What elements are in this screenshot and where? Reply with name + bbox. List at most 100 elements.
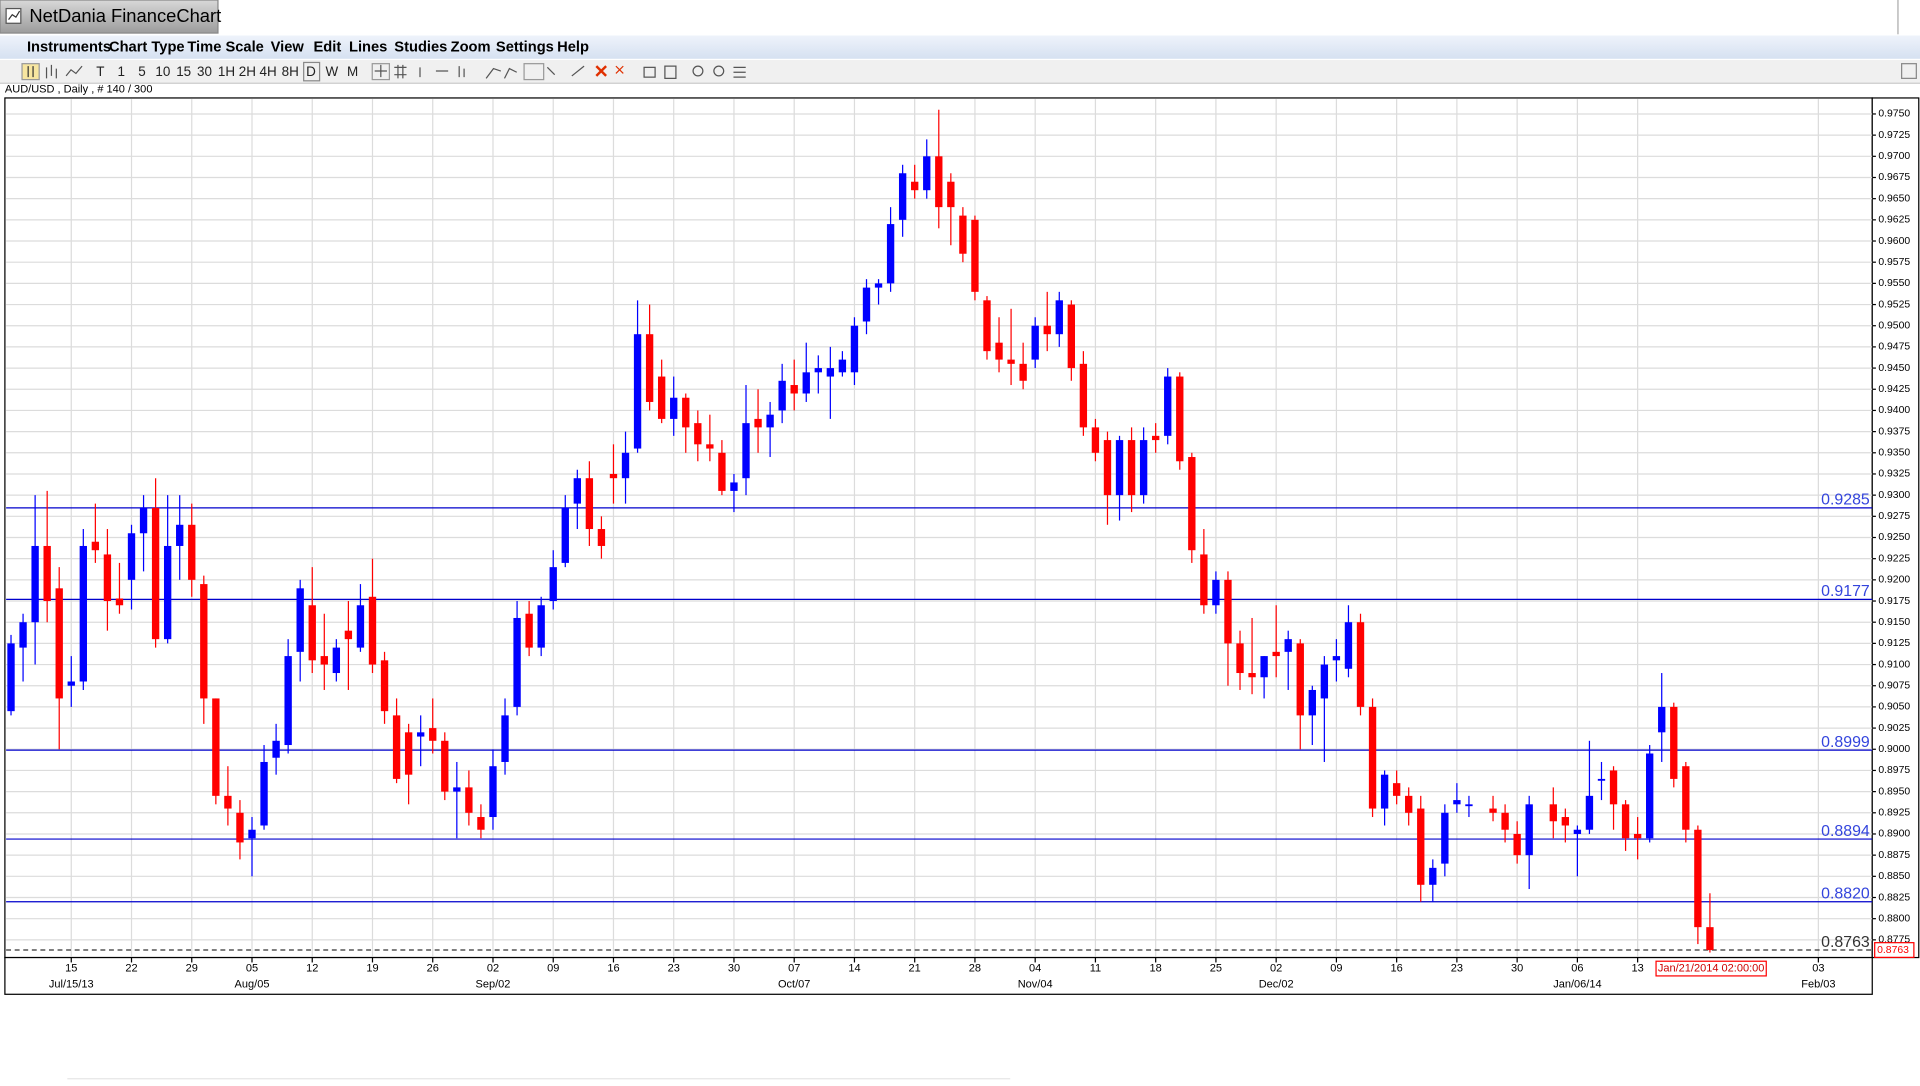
period-button[interactable]: T [96, 64, 104, 79]
candle-body [1272, 651, 1280, 657]
menu-item[interactable]: Edit [313, 40, 341, 56]
candle-body [1585, 795, 1594, 830]
tool-zoom-out[interactable] [713, 65, 725, 77]
support-label: 0.8763 [1821, 934, 1870, 951]
tool-fib[interactable] [523, 63, 545, 81]
candle-body [1248, 673, 1256, 678]
candle-body [1212, 579, 1220, 606]
tool-fit[interactable] [733, 66, 746, 78]
period-button[interactable]: 30 [197, 64, 212, 79]
x-tick-label: 30 [728, 962, 740, 974]
candle-body [645, 334, 654, 402]
candle-body [1224, 579, 1232, 644]
candle-body [163, 545, 172, 640]
candle-body [1429, 867, 1437, 885]
candle-body [971, 219, 979, 292]
menu-item[interactable]: Lines [349, 40, 387, 56]
tool-line[interactable] [65, 65, 83, 77]
period-button[interactable]: D [306, 64, 316, 79]
tool-preview[interactable] [664, 65, 677, 79]
x-month-label: Jan/06/14 [1553, 978, 1601, 990]
candle-body [959, 215, 967, 254]
period-button[interactable]: 5 [138, 64, 145, 79]
candle-body [1067, 304, 1076, 369]
candle-body [308, 605, 316, 661]
candle-body [657, 376, 666, 419]
candle-body [1489, 808, 1497, 813]
menu-item[interactable]: Zoom [451, 40, 491, 56]
tool-trend[interactable] [485, 67, 502, 79]
menu-item[interactable]: View [271, 40, 305, 56]
candle-body [1405, 795, 1413, 813]
menu-item[interactable]: Chart Type [109, 40, 185, 56]
period-button[interactable]: 4H [260, 64, 277, 79]
candle-body [236, 812, 244, 843]
candle-body [67, 681, 75, 686]
period-button[interactable]: M [347, 64, 358, 79]
tool-misc[interactable] [374, 64, 465, 79]
period-button[interactable]: 10 [155, 64, 170, 79]
tool-candle[interactable] [21, 63, 40, 81]
period-button[interactable]: 1 [117, 64, 124, 79]
tool-delete-all[interactable] [615, 65, 624, 74]
tool-cursor[interactable] [546, 65, 585, 77]
last-price-box [1874, 942, 1915, 958]
x-month-label: Sep/02 [476, 978, 511, 990]
candle-body [1356, 622, 1365, 707]
candle-body [886, 224, 895, 284]
candle-body [1344, 622, 1353, 669]
candle-body [429, 728, 437, 741]
y-tick-label: 0.9475 [1878, 342, 1910, 353]
tool-delete[interactable] [595, 65, 607, 77]
y-tick-label: 0.8925 [1878, 808, 1910, 819]
tool-zoom-in[interactable] [692, 65, 704, 77]
y-tick-label: 0.9075 [1878, 680, 1910, 691]
candle-body [1694, 829, 1702, 928]
candle-body [1453, 800, 1461, 805]
candle-body [802, 372, 810, 394]
y-tick-label: 0.9600 [1878, 236, 1910, 247]
candle-body [1621, 804, 1630, 839]
y-tick-label: 0.8950 [1878, 786, 1910, 797]
candle-body [380, 660, 389, 712]
x-tick-label: 02 [487, 962, 499, 974]
candle-body [790, 385, 798, 394]
candle-body [682, 397, 690, 428]
period-button[interactable]: 1H [218, 64, 235, 79]
candle-body [1501, 812, 1509, 830]
period-button[interactable]: 15 [176, 64, 191, 79]
candle-body [1308, 689, 1316, 716]
menu-item[interactable]: Studies [394, 40, 447, 56]
candle-body [1525, 804, 1533, 856]
menu-item[interactable]: Instruments [27, 40, 111, 56]
x-tick-label: 09 [1330, 962, 1342, 974]
candle-body [706, 444, 714, 449]
x-month-label: Aug/05 [235, 978, 270, 990]
x-tick-label: 05 [246, 962, 258, 974]
tool-trend2[interactable] [503, 67, 518, 79]
period-button[interactable]: 8H [282, 64, 299, 79]
candle-body [1573, 829, 1582, 834]
candle-body [453, 787, 461, 792]
period-button[interactable]: 2H [239, 64, 256, 79]
period-button[interactable]: W [325, 64, 338, 79]
candle-body [1188, 457, 1196, 551]
candle-body [489, 766, 497, 818]
tool-crosshair[interactable] [371, 63, 391, 81]
x-month-label: Feb/03 [1801, 978, 1835, 990]
support-label: 0.9285 [1821, 492, 1870, 509]
menu-item[interactable]: Settings [496, 40, 554, 56]
tool-bar[interactable] [45, 64, 57, 79]
candle-body [754, 418, 762, 428]
tool-selected-period [303, 61, 321, 82]
tool-print[interactable] [643, 66, 656, 78]
menu-item[interactable]: Help [557, 40, 589, 56]
candle-body [417, 732, 425, 737]
menu-item[interactable]: Time Scale [187, 40, 263, 56]
candle-body [320, 656, 328, 665]
y-tick-label: 0.9350 [1878, 448, 1910, 459]
candle-body [1200, 554, 1208, 606]
candle-body [224, 795, 232, 809]
tool-settings[interactable] [1901, 63, 1917, 79]
